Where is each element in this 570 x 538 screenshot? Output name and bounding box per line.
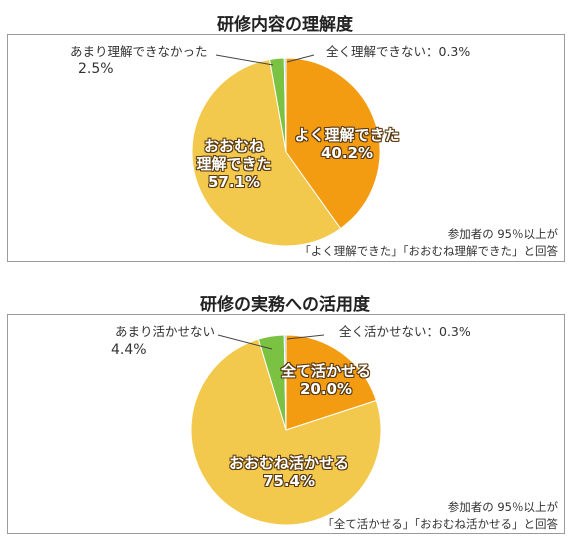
chart-1-leader-line-2 (286, 54, 315, 63)
chart-1-inside-name-mostly-line1: おおむね (203, 137, 264, 155)
chart-1-inside-pct-well: 40.2% (320, 144, 374, 162)
chart-2-inside-name-mostly: おおむね活かせる (228, 454, 349, 472)
chart-1-slice-d (283, 57, 287, 153)
chart-1-pct-rarely: 2.5% (78, 61, 114, 77)
chart-1-inside-name-mostly-line2: 理解できた (196, 155, 272, 173)
chart-1-inside-label-mostly: おおむね 理解できた 57.1% (184, 137, 284, 191)
chart-2-inside-name-all: 全て活かせる (280, 362, 371, 380)
chart-2-note: 参加者の 95％以上が 「全て活かせる」「おおむね活かせる」と回答 (322, 499, 558, 533)
chart-2-inside-label-all: 全て活かせる 20.0% (276, 362, 376, 398)
chart-2-label-rarely: あまり活かせない (115, 324, 216, 339)
chart-2-leader-line-1 (217, 334, 273, 350)
chart-2-label-none: 全く活かせない：0.3% (339, 324, 471, 339)
chart-2-slice-a (285, 334, 377, 431)
chart-1-title: 研修内容の理解度 (217, 15, 353, 35)
chart-1-inside-pct-mostly: 57.1% (207, 173, 261, 191)
chart-2-title: 研修の実務への活用度 (200, 295, 370, 315)
chart-2-slice-d (283, 334, 287, 431)
chart-1-label-rarely: あまり理解できなかった (70, 44, 208, 59)
chart-2-panel: あまり活かせない 4.4% 全く活かせない：0.3% 全て活かせる 20.0% … (7, 314, 565, 534)
chart-2-inside-pct-mostly: 75.4% (262, 472, 316, 490)
chart-1-slice-a (285, 57, 381, 230)
chart-2-pct-rarely: 4.4% (111, 342, 147, 358)
chart-1-inside-label-well: よく理解できた 40.2% (282, 126, 412, 162)
chart-2-note-line2: 「全て活かせる」「おおむね活かせる」と回答 (322, 517, 558, 531)
chart-2-inside-label-mostly: おおむね活かせる 75.4% (214, 454, 364, 490)
chart-2-inside-pct-all: 20.0% (299, 380, 353, 398)
chart-2-leader-line-2 (286, 334, 325, 340)
chart-1-leader-line-1 (215, 54, 274, 66)
chart-1-panel: あまり理解できなかった 2.5% 全く理解できない：0.3% よく理解できた 4… (7, 34, 565, 262)
chart-1-note-line2: 「よく理解できた」「おおむね理解できた」と回答 (299, 244, 558, 258)
chart-2-pie (190, 334, 382, 526)
chart-1-note-line1: 参加者の 95％以上が (447, 227, 558, 241)
chart-1-label-none: 全く理解できない：0.3% (326, 44, 471, 59)
chart-1-pie (191, 54, 381, 247)
chart-2-note-line1: 参加者の 95％以上が (447, 500, 558, 514)
chart-1-note: 参加者の 95％以上が 「よく理解できた」「おおむね理解できた」と回答 (299, 226, 558, 260)
chart-1-inside-name-well: よく理解できた (294, 126, 400, 144)
chart-1-slice-b (191, 58, 342, 247)
chart-2-slice-b (190, 338, 382, 526)
